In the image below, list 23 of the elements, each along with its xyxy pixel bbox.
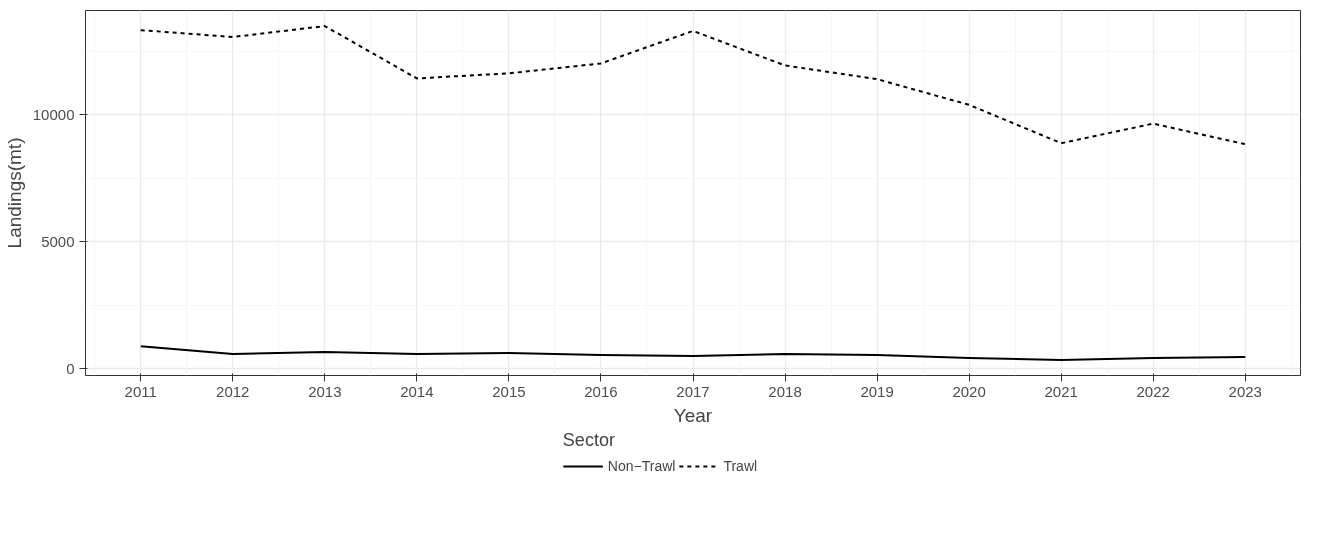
x-tick-label: 2020: [952, 382, 986, 400]
x-tick-label: 2016: [584, 382, 618, 400]
y-axis-title: Landings(mt): [3, 137, 25, 249]
x-tick-label: 2021: [1044, 382, 1078, 400]
line-series: [139, 25, 1247, 146]
line-series: [139, 345, 1247, 361]
x-tick-label: 2013: [308, 382, 342, 400]
y-tick-label: 5000: [41, 232, 75, 250]
legend-title: Sector: [562, 430, 616, 451]
x-tick-label: 2023: [1228, 382, 1262, 400]
x-tick-label: 2017: [676, 382, 710, 400]
y-tick-label: 10000: [32, 105, 75, 123]
y-tick-label: 0: [66, 359, 75, 377]
legend-label: Trawl: [723, 458, 758, 474]
x-tick-label: 2012: [216, 382, 250, 400]
x-tick-label: 2019: [860, 382, 894, 400]
x-tick-label: 2018: [768, 382, 802, 400]
x-tick-label: 2011: [124, 382, 157, 400]
legend-label: Non−Trawl: [607, 458, 676, 474]
x-axis-title: Year: [673, 404, 713, 426]
x-tick-label: 2022: [1136, 382, 1170, 400]
x-tick-label: 2014: [400, 382, 434, 400]
x-tick-label: 2015: [492, 382, 526, 400]
